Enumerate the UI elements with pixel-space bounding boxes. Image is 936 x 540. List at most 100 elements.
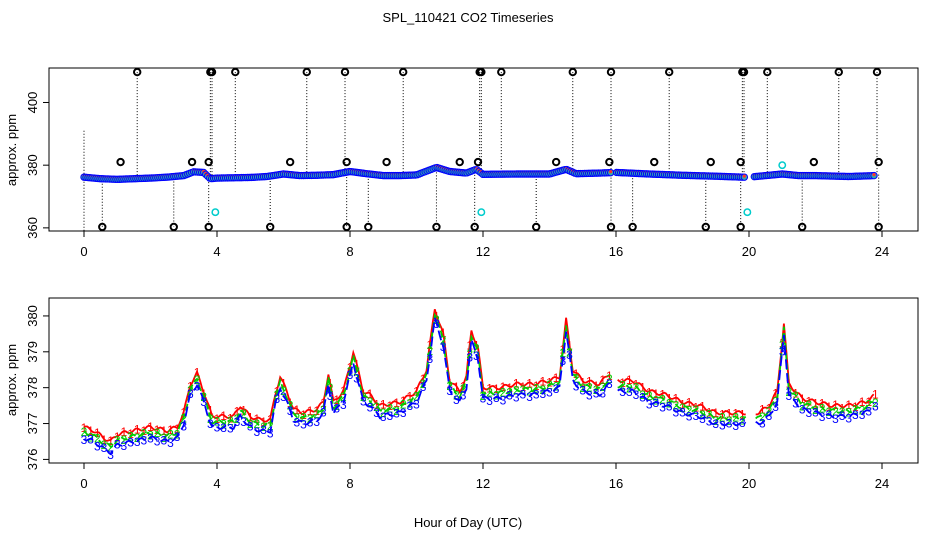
series-marker-2: 2 [147, 428, 154, 442]
flag-high-point [340, 67, 350, 77]
series-marker-2: 2 [540, 383, 547, 397]
series-marker-1: 1 [121, 425, 128, 439]
series-marker-1: 1 [626, 373, 633, 387]
series-marker-2: 2 [194, 373, 201, 387]
series-marker-1: 1 [686, 396, 693, 410]
series-marker-3: 3 [407, 399, 414, 413]
series-marker-3: 3 [127, 435, 134, 449]
series-marker-3: 3 [819, 410, 826, 424]
x-tick-label: 12 [476, 476, 490, 491]
y-tick-label: 380 [25, 305, 40, 327]
series-marker-1: 1 [81, 421, 88, 435]
series-marker-3: 3 [327, 389, 334, 403]
series-marker-2: 2 [493, 388, 500, 402]
series-marker-3: 3 [387, 409, 394, 423]
x-tick-label: 16 [609, 244, 623, 259]
flag-low-point [204, 222, 213, 232]
series-marker-2: 2 [500, 385, 507, 399]
series-marker-3: 3 [134, 435, 141, 449]
series-marker-3: 3 [340, 398, 347, 412]
series-marker-3: 3 [260, 423, 267, 437]
series-marker-1: 1 [646, 385, 653, 399]
series-marker-3: 3 [194, 380, 201, 394]
series-marker-1: 1 [839, 401, 846, 415]
y-tick-label: 377 [25, 413, 40, 435]
series-marker-3: 3 [639, 391, 646, 405]
flag-low-point [532, 222, 541, 232]
series-marker-1: 1 [187, 380, 194, 394]
series-marker-3: 3 [673, 406, 680, 420]
series-marker-3: 3 [872, 399, 879, 413]
flag-low-point [628, 222, 637, 232]
series-marker-3: 3 [367, 401, 374, 415]
series-marker-1: 1 [699, 399, 706, 413]
flag-mid-point [285, 157, 295, 167]
series-marker-2: 2 [121, 433, 128, 447]
series-marker-2: 2 [699, 408, 706, 422]
series-marker-1: 1 [599, 373, 606, 387]
series-marker-2: 2 [160, 431, 167, 445]
flag-low-point [266, 222, 275, 232]
series-marker-2: 2 [320, 403, 327, 417]
flag-high-point [231, 67, 240, 77]
series-marker-1: 1 [493, 382, 500, 396]
series-marker-3: 3 [832, 412, 839, 426]
series-marker-3: 3 [247, 420, 254, 434]
series-marker-3: 3 [825, 408, 832, 422]
flag-high-point [665, 67, 674, 77]
series-marker-2: 2 [852, 403, 859, 417]
series-marker-3: 3 [313, 415, 320, 429]
series-marker-2: 2 [214, 414, 221, 428]
series-marker-1: 1 [160, 424, 167, 438]
x-tick-label: 0 [80, 244, 87, 259]
series-marker-2: 2 [400, 398, 407, 412]
series-marker-3: 3 [779, 344, 786, 358]
series-marker-1: 1 [167, 423, 174, 437]
series-marker-2: 2 [553, 379, 560, 393]
flag-mid-point [706, 157, 715, 167]
y-tick-label: 378 [25, 377, 40, 399]
series-marker-2: 2 [766, 404, 773, 418]
series-marker-2: 2 [759, 410, 766, 424]
series-marker-3: 3 [393, 407, 400, 421]
series-marker-2: 2 [387, 401, 394, 415]
series-marker-2: 2 [180, 411, 187, 425]
series-marker-1: 1 [367, 387, 374, 401]
cyan-point [211, 208, 220, 217]
series-marker-3: 3 [586, 388, 593, 402]
series-marker-1: 1 [407, 390, 414, 404]
series-marker-3: 3 [440, 340, 447, 354]
series-marker-1: 1 [772, 386, 779, 400]
series-marker-1: 1 [227, 411, 234, 425]
series-line-3 [755, 334, 875, 426]
series-marker-3: 3 [373, 406, 380, 420]
series-marker-3: 3 [380, 410, 387, 424]
flag-high-point [302, 67, 311, 77]
series-marker-1: 1 [732, 406, 739, 420]
series-marker-1: 1 [347, 360, 354, 374]
series-marker-2: 2 [267, 419, 274, 433]
x-tick-label: 20 [742, 476, 756, 491]
series-marker-3: 3 [187, 387, 194, 401]
series-marker-1: 1 [141, 424, 148, 438]
series-marker-2: 2 [819, 402, 826, 416]
series-marker-2: 2 [274, 388, 281, 402]
series-marker-2: 2 [293, 411, 300, 425]
series-marker-3: 3 [579, 383, 586, 397]
flag-high-point [207, 67, 217, 77]
series-marker-2: 2 [81, 425, 88, 439]
series-marker-1: 1 [480, 381, 487, 395]
series-marker-3: 3 [214, 421, 221, 435]
series-marker-2: 2 [799, 400, 806, 414]
series-marker-1: 1 [506, 381, 513, 395]
series-marker-3: 3 [845, 412, 852, 426]
series-marker-2: 2 [486, 385, 493, 399]
series-marker-1: 1 [240, 403, 247, 417]
series-marker-3: 3 [573, 380, 580, 394]
series-marker-3: 3 [87, 433, 94, 447]
series-marker-1: 1 [307, 404, 314, 418]
series-marker-1: 1 [513, 376, 520, 390]
series-marker-1: 1 [719, 407, 726, 421]
